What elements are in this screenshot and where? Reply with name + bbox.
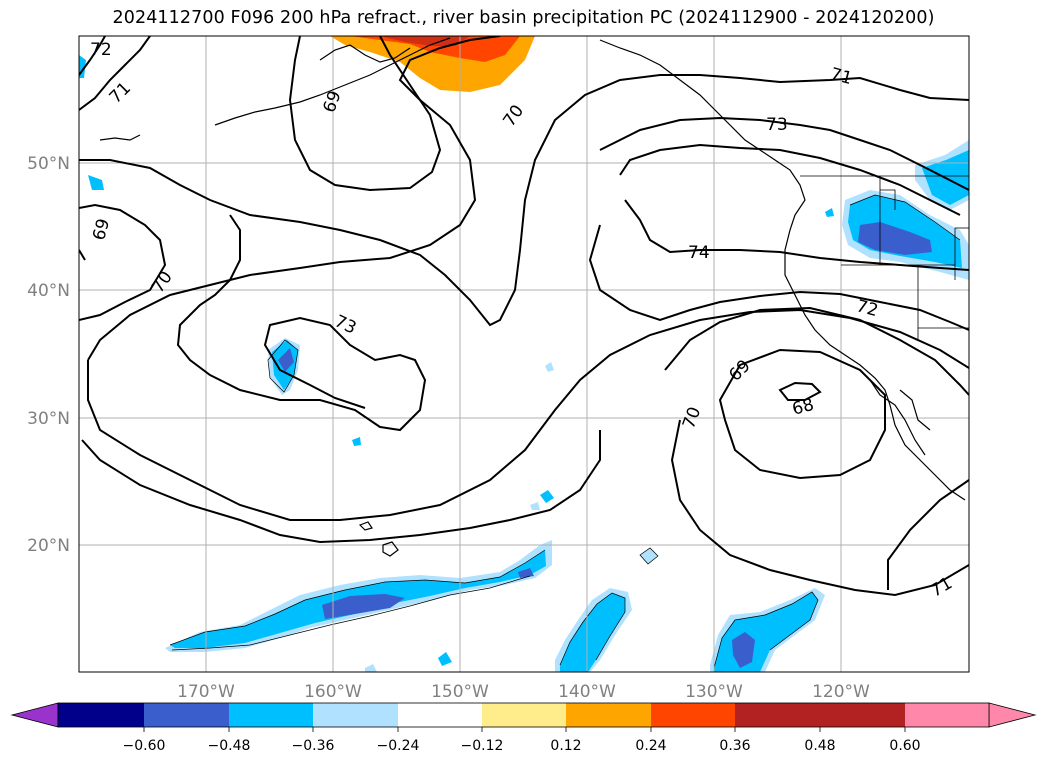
lon-label-150w: 150°W: [431, 682, 489, 702]
longitude-labels: 170°W 160°W 150°W 140°W 130°W 120°W: [177, 682, 870, 702]
colorbar-tick-label: −0.24: [377, 738, 420, 754]
colorbar-segment: [58, 703, 144, 727]
lon-label-140w: 140°W: [558, 682, 616, 702]
colorbar-frame: [57, 702, 990, 728]
colorbar-extend-low: [10, 702, 59, 728]
colorbar-tick-label: −0.48: [208, 738, 251, 754]
colorbar-segment: [820, 703, 905, 727]
contour-label: 73: [766, 115, 788, 135]
colorbar: −0.60 −0.48 −0.36 −0.24 −0.12 0.12 0.24 …: [10, 702, 1037, 754]
colorbar-ticks: [143, 727, 906, 732]
map-frame: [78, 35, 970, 673]
contour-label: 74: [688, 243, 710, 263]
colorbar-segment: [229, 703, 313, 727]
lon-label-120w: 120°W: [812, 682, 870, 702]
coastlines: [99, 37, 966, 557]
precip-outlines: [169, 194, 961, 669]
colorbar-extend-high: [988, 702, 1037, 728]
contour-label: 72: [90, 40, 112, 60]
precip-negative-shading: [79, 55, 969, 672]
contour-lines: [79, 36, 969, 597]
gridlines: [79, 36, 969, 672]
lat-label-50n: 50°N: [27, 154, 70, 174]
colorbar-tick-label: −0.36: [292, 738, 335, 754]
colorbar-tick-label: 0.48: [804, 738, 835, 754]
colorbar-segment: [905, 703, 989, 727]
lon-label-160w: 160°W: [304, 682, 362, 702]
latitude-labels: 50°N 40°N 30°N 20°N: [27, 154, 70, 556]
colorbar-tick-label: 0.60: [889, 738, 920, 754]
colorbar-tick-label: −0.12: [461, 738, 504, 754]
colorbar-segment: [398, 703, 482, 727]
colorbar-segment: [651, 703, 735, 727]
colorbar-tick-labels: −0.60 −0.48 −0.36 −0.24 −0.12 0.12 0.24 …: [123, 738, 921, 754]
map-content: 72 71 69 69 70 70 73 74 73 71 72 69 70 6…: [79, 36, 969, 672]
lat-label-40n: 40°N: [27, 281, 70, 301]
lat-label-30n: 30°N: [27, 409, 70, 429]
colorbar-segment: [313, 703, 398, 727]
colorbar-segment: [482, 703, 566, 727]
lon-label-170w: 170°W: [177, 682, 235, 702]
colorbar-segment: [144, 703, 229, 727]
colorbar-tick-label: −0.60: [123, 738, 166, 754]
lon-label-130w: 130°W: [685, 682, 743, 702]
colorbar-tick-label: 0.36: [719, 738, 750, 754]
colorbar-tick-label: 0.24: [635, 738, 666, 754]
map-title: 2024112700 F096 200 hPa refract., river …: [112, 8, 935, 28]
lat-label-20n: 20°N: [27, 536, 70, 556]
colorbar-segment: [566, 703, 651, 727]
colorbar-tick-label: 0.12: [550, 738, 581, 754]
colorbar-segment: [735, 703, 820, 727]
